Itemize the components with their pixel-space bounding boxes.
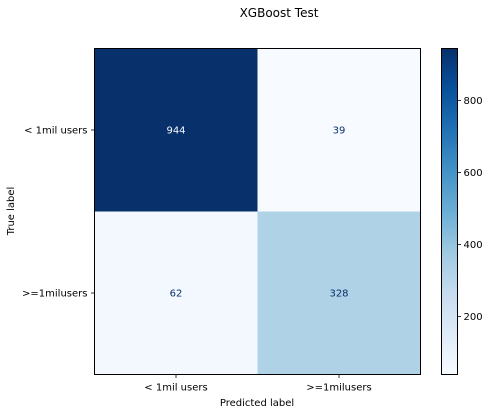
heatmap-cell-labels: 944 39 62 328 (166, 126, 348, 300)
heatmap-cell (94, 48, 258, 212)
cell-value-label: 62 (170, 289, 183, 300)
y-tick-label: < 1mil users (24, 126, 87, 137)
heatmap-cell (94, 211, 258, 375)
colorbar-tick-label: 200 (464, 312, 483, 323)
colorbar-ticks: 200 400 600 800 (457, 96, 483, 323)
y-axis-label: True label (6, 187, 17, 237)
x-axis-ticks: < 1mil users >=1milusers (144, 374, 372, 394)
heatmap-cells (94, 48, 421, 375)
colorbar-tick-label: 600 (464, 168, 483, 179)
cell-value-label: 944 (166, 126, 185, 137)
y-axis-ticks: < 1mil users >=1milusers (22, 126, 95, 300)
x-axis-label: Predicted label (220, 398, 294, 409)
heatmap-cell (257, 48, 421, 212)
colorbar (441, 48, 458, 375)
chart-title: XGBoost Test (240, 6, 319, 20)
x-tick-label: < 1mil users (144, 383, 207, 394)
colorbar-tick-label: 800 (464, 96, 483, 107)
heatmap-cell (257, 211, 421, 375)
cell-value-label: 328 (329, 289, 348, 300)
cell-value-label: 39 (333, 126, 346, 137)
plot-frame (94, 48, 421, 375)
colorbar-tick-label: 400 (464, 240, 483, 251)
x-tick-label: >=1milusers (306, 383, 371, 394)
y-tick-label: >=1milusers (22, 289, 87, 300)
